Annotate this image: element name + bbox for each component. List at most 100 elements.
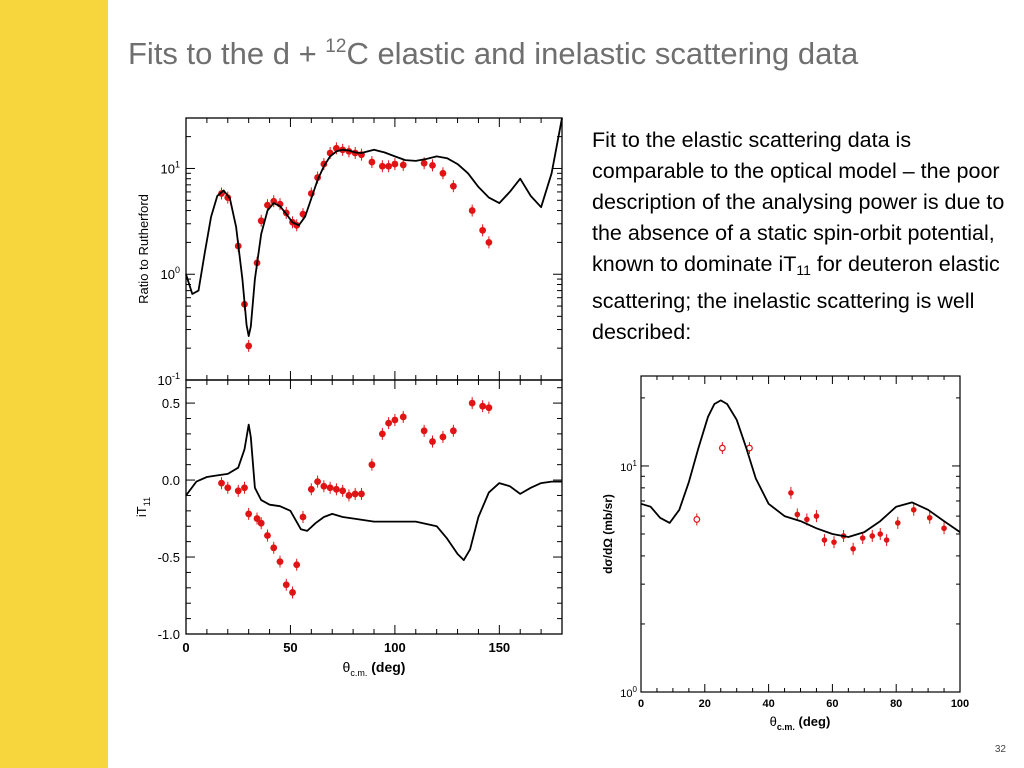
analysing-power-data-point [479,402,487,410]
inelastic-data-point [926,514,933,521]
description-subscript: 11 [796,262,811,278]
analysing-power-data-point [245,510,253,518]
analysing-power-data-point [378,430,386,438]
analysing-power-data-point [385,419,393,427]
analysing-power-data-point [299,513,307,521]
analysing-power-x-axis-label: θc.m. (deg) [343,659,406,678]
inelastic-data-point [788,490,794,496]
title-prefix: Fits to the d + [128,36,326,71]
analysing-power-data-point [368,461,376,469]
description-text: Fit to the elastic scattering data is co… [592,125,1012,348]
elastic-data-point [420,159,428,167]
analysing-power-x-tick-label: 50 [283,640,297,655]
analysing-power-data-point [485,404,493,412]
elastic-data-point [270,197,278,205]
inelastic-x-tick-label: 60 [826,698,838,710]
inelastic-data-point [850,546,856,552]
analysing-power-y-tick-label: 0.5 [162,396,180,411]
inelastic-data-point [859,535,866,541]
analysing-power-data-point [218,479,225,487]
analysing-power-data-point [282,581,290,589]
elastic-data-point [485,238,493,246]
inelastic-open-data-point [718,444,726,452]
analysing-power-data-point [326,484,334,492]
analysing-power-y-tick-label: -1.0 [158,627,180,642]
analysing-power-data-point [320,482,328,490]
analysing-power-data-point [449,427,457,435]
analysing-power-x-tick-label: 100 [384,640,406,655]
inelastic-data-point [794,511,801,518]
analysing-power-data-point [333,485,340,493]
analysing-power-plot-frame [185,379,563,635]
inelastic-data-point [821,537,828,543]
inelastic-data-point [804,516,810,523]
analysing-power-data-point [264,532,271,539]
inelastic-x-tick-label: 40 [762,698,774,710]
elastic-data-point [333,144,340,152]
analysing-power-data-point [289,589,296,596]
elastic-y-tick-label: 101 [161,159,180,176]
analysing-power-data-point [420,427,428,435]
inelastic-data-point [910,506,917,513]
elastic-data-point [385,162,393,170]
inelastic-data-point [877,531,884,537]
analysing-power-data-point [345,492,353,499]
slide-title: Fits to the d + 12C elastic and inelasti… [128,36,858,72]
analysing-power-data-point [339,487,347,495]
elastic-plot-frame [185,117,563,381]
elastic-data-point [429,161,436,169]
elastic-data-point [245,342,253,350]
inelastic-y-axis-label: dσ/dΩ (mb/sr) [601,494,615,574]
inelastic-data-point [869,533,876,539]
inelastic-data-point [883,537,890,543]
page-number: 32 [994,744,1006,755]
analysing-power-data-point [293,561,301,569]
inelastic-plot-frame [640,375,961,693]
analysing-power-data-point [253,515,261,522]
inelastic-y-tick-label: 101 [620,459,637,474]
inelastic-x-tick-label: 100 [951,698,969,710]
analysing-power-data-point [468,399,476,407]
analysing-power-y-tick-label: 0.0 [162,473,180,488]
accent-side-bar [0,0,108,768]
elastic-y-axis-label: Ratio to Rutherford [136,194,151,304]
analysing-power-data-point [351,490,359,498]
elastic-data-point [439,169,447,177]
analysing-power-fit-curve [185,423,562,561]
elastic-data-point [479,226,487,234]
analysing-power-data-point [429,438,436,445]
analysing-power-data-point [241,484,248,492]
analysing-power-x-tick-label: 150 [488,640,510,655]
elastic-data-point [399,161,407,169]
analysing-power-data-point [257,519,265,527]
elastic-y-tick-label: 100 [161,265,180,282]
title-superscript: 12 [325,36,347,57]
elastic-data-point [257,217,265,225]
inelastic-data-point [831,539,837,545]
elastic-data-point [449,182,457,190]
analysing-power-data-point [314,478,321,485]
elastic-data-point [391,160,399,168]
analysing-power-data-point [224,484,232,492]
elastic-y-tick-label: 10-1 [158,371,180,388]
inelastic-x-tick-label: 0 [638,698,644,710]
analysing-power-x-tick-label: 0 [182,640,189,655]
inelastic-fit-curve [640,399,961,538]
analysing-power-data-point [234,487,242,495]
inelastic-data-point [941,525,947,532]
elastic-data-point [468,207,476,214]
analysing-power-data-point [358,490,365,498]
description-part-1: Fit to the elastic scattering data is co… [592,128,1005,276]
elastic-data-point [264,201,271,209]
analysing-power-y-tick-label: -0.5 [158,550,180,565]
analysing-power-data-point [439,433,447,441]
description-part-2: for deuteron elastic scattering; the ine… [592,252,1000,344]
analysing-power-data-point [270,544,278,552]
analysing-power-data-point [399,413,407,421]
analysing-power-y-axis-label: iT11 [134,497,152,517]
inelastic-open-data-point [693,516,701,523]
inelastic-y-tick-label: 100 [620,685,637,700]
analysing-power-data-point [391,416,399,424]
inelastic-x-tick-label: 80 [890,698,902,710]
